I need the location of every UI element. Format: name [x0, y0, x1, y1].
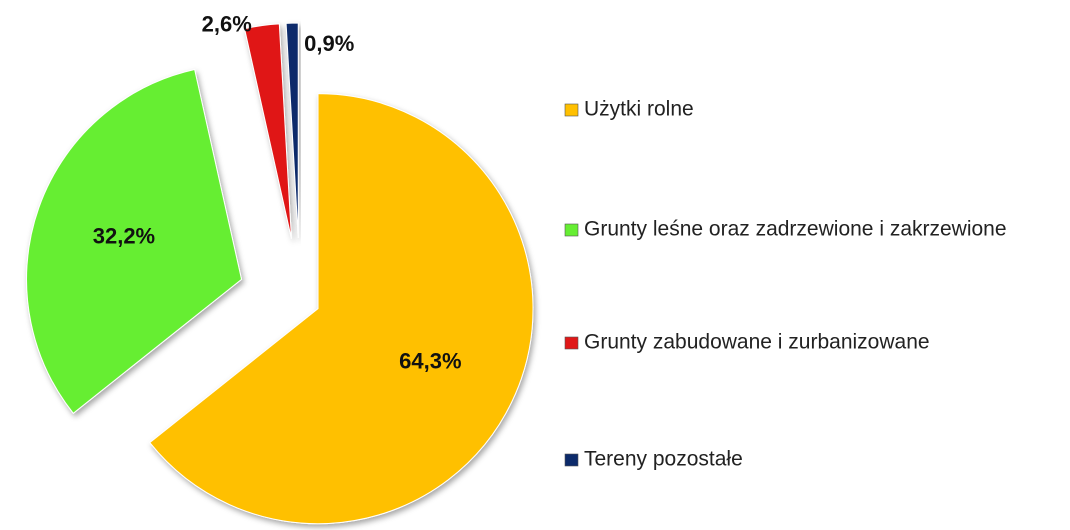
data-label: 2,6%	[202, 11, 252, 36]
legend-label: Tereny pozostałe	[584, 448, 743, 471]
pie-slice	[285, 22, 299, 239]
data-label: 64,3%	[399, 349, 461, 374]
legend-label: Grunty zabudowane i zurbanizowane	[584, 331, 930, 354]
legend: Użytki rolne Grunty leśne oraz zadrzewion…	[564, 98, 1007, 471]
legend-swatch	[564, 223, 579, 237]
data-label: 32,2%	[93, 224, 155, 249]
legend-label: Grunty leśne oraz zadrzewione i zakrzewi…	[584, 218, 1007, 241]
legend-swatch	[564, 453, 579, 467]
legend-swatch	[564, 336, 579, 350]
pie: 64,3% 32,2% 2,6% 0,9%	[26, 11, 534, 525]
pie-slice	[26, 68, 243, 414]
legend-swatch	[564, 103, 579, 117]
pie-slice	[149, 93, 534, 525]
data-label: 0,9%	[304, 31, 354, 56]
legend-label: Użytki rolne	[584, 98, 694, 121]
pie-slice	[243, 23, 292, 239]
